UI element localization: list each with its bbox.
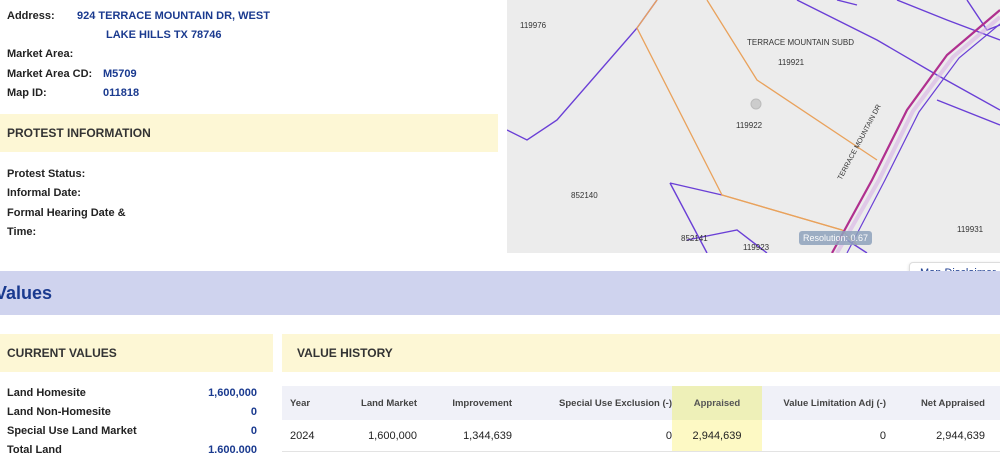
protest-status-label: Protest Status: xyxy=(7,168,86,180)
table-row: 2024 1,600,000 1,344,639 0 2,944,639 0 2… xyxy=(282,420,1000,452)
current-value-label: Total Land xyxy=(7,444,62,453)
cell-appraised: 2,944,639 xyxy=(672,420,762,451)
cell-special-use: 0 xyxy=(665,429,672,442)
map-label-parcel: 119921 xyxy=(778,58,805,67)
market-area-label: Market Area: xyxy=(7,48,74,60)
informal-date-label: Informal Date: xyxy=(7,187,81,199)
current-value-label: Land Homesite xyxy=(7,387,86,399)
map-label-parcel: 119923 xyxy=(743,243,770,252)
values-title: Values xyxy=(0,282,53,303)
current-values-title: CURRENT VALUES xyxy=(7,346,117,360)
column-header-appraised[interactable]: Appraised xyxy=(672,386,762,420)
cell-value-limitation: 0 xyxy=(879,429,886,442)
market-area-cd-label: Market Area CD: xyxy=(7,68,93,80)
value-history-title: VALUE HISTORY xyxy=(297,346,393,360)
address-value: 924 TERRACE MOUNTAIN DR, WEST xyxy=(77,10,270,22)
value-history-heading: VALUE HISTORY xyxy=(282,334,1000,372)
current-value-label: Land Non-Homesite xyxy=(7,406,111,418)
cell-land-market: 1,600,000 xyxy=(368,429,417,442)
column-header-net-appraised[interactable]: Net Appraised xyxy=(920,397,985,409)
map-id-value: 011818 xyxy=(103,87,140,99)
cell-net-appraised: 2,944,639 xyxy=(936,429,985,442)
formal-hearing-label-line2: Time: xyxy=(7,226,37,238)
current-value-amount: 1,600,000 xyxy=(208,387,257,399)
column-header-year[interactable]: Year xyxy=(290,397,311,409)
map-label-parcel: 119931 xyxy=(957,225,984,234)
current-value-amount: 0 xyxy=(250,406,257,418)
column-header-special-use[interactable]: Special Use Exclusion (-) xyxy=(559,397,672,409)
value-history-table: Year Land Market Improvement Special Use… xyxy=(282,386,1000,452)
current-values-heading: CURRENT VALUES xyxy=(0,334,273,372)
current-value-label: Special Use Land Market xyxy=(7,425,137,437)
protest-info-title: PROTEST INFORMATION xyxy=(7,126,151,140)
protest-info-heading: PROTEST INFORMATION xyxy=(0,114,498,152)
current-value-amount: 0 xyxy=(250,425,257,437)
map-label-subdivision: TERRACE MOUNTAIN SUBD xyxy=(747,38,854,47)
map-label-parcel: 852140 xyxy=(571,191,598,200)
column-header-land-market[interactable]: Land Market xyxy=(361,397,417,409)
column-header-value-limitation[interactable]: Value Limitation Adj (-) xyxy=(783,397,886,409)
map-label-parcel: 119976 xyxy=(520,21,547,30)
map-id-label: Map ID: xyxy=(7,87,47,99)
cell-improvement: 1,344,639 xyxy=(463,429,512,442)
current-value-amount: 1,600,000 xyxy=(208,444,257,453)
map-label-parcel: 852141 xyxy=(681,234,708,243)
map-label-parcel: 119922 xyxy=(736,121,763,130)
market-area-cd-value: M5709 xyxy=(103,68,137,80)
column-header-improvement[interactable]: Improvement xyxy=(452,397,512,409)
parcel-map[interactable]: 119976 TERRACE MOUNTAIN SUBD 119921 1199… xyxy=(507,0,1000,253)
values-section-bar: Values xyxy=(0,271,1000,315)
formal-hearing-label: Formal Hearing Date & xyxy=(7,207,126,219)
address-label: Address: xyxy=(7,10,55,22)
table-header-row: Year Land Market Improvement Special Use… xyxy=(282,386,1000,420)
address-value-line2: LAKE HILLS TX 78746 xyxy=(106,29,222,41)
cell-year: 2024 xyxy=(290,429,315,442)
map-resolution-badge: Resolution: 0.67 xyxy=(799,231,873,245)
